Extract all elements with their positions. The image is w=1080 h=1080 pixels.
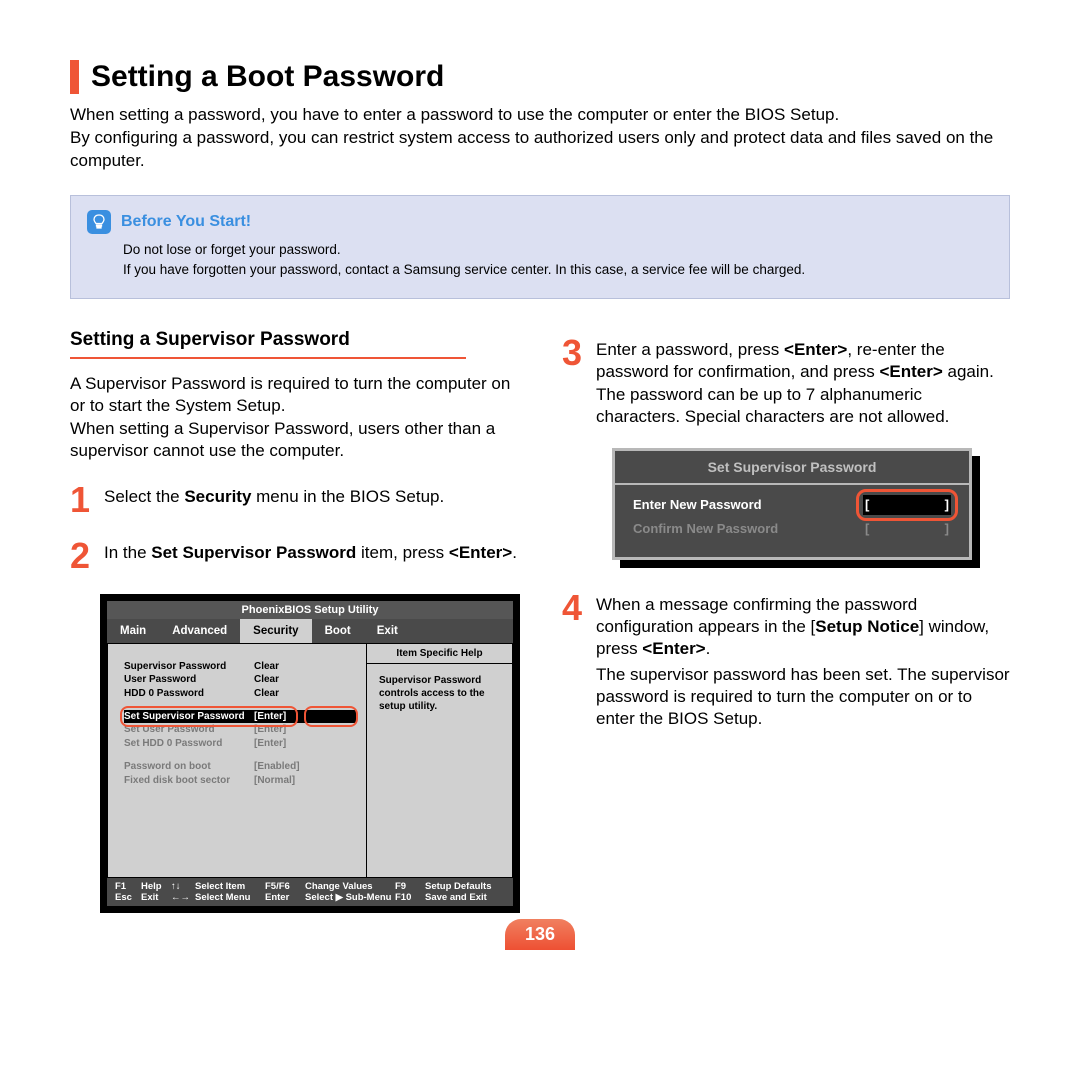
info-body: Do not lose or forget your password. If … (123, 240, 993, 281)
confirm-password-label: Confirm New Password (633, 521, 778, 536)
bios-help-title: Item Specific Help (367, 644, 512, 664)
bios-tab-exit: Exit (364, 619, 411, 643)
title-accent-bar (70, 60, 79, 94)
page-number-wrap: 136 (70, 919, 1010, 950)
highlight-ring-icon (856, 489, 958, 521)
info-box: Before You Start! Do not lose or forget … (70, 195, 1010, 300)
subheading: Setting a Supervisor Password (70, 329, 520, 351)
lightbulb-icon (87, 210, 111, 234)
step-number: 1 (70, 482, 94, 518)
confirm-password-field: [] (863, 519, 951, 539)
bios-screenshot: PhoenixBIOS Setup Utility Main Advanced … (100, 594, 520, 914)
highlight-ring-icon (120, 706, 298, 727)
info-line2: If you have forgotten your password, con… (123, 260, 993, 280)
intro-paragraph: When setting a password, you have to ent… (70, 104, 1010, 173)
step-3: 3 Enter a password, press <Enter>, re-en… (562, 335, 1010, 427)
step-4: 4 When a message confirming the password… (562, 590, 1010, 731)
bios-footer: F1Help↑↓Select ItemF5/F6Change ValuesF9S… (107, 878, 513, 906)
page-title: Setting a Boot Password (91, 60, 444, 94)
step-2: 2 In the Set Supervisor Password item, p… (70, 538, 520, 574)
step-number: 3 (562, 335, 586, 371)
left-column: Setting a Supervisor Password A Supervis… (70, 329, 520, 913)
page-title-row: Setting a Boot Password (70, 60, 1010, 94)
bios-tab-main: Main (107, 619, 159, 643)
bios-row: User PasswordClear (124, 673, 356, 687)
step-number: 2 (70, 538, 94, 574)
step-text: When a message confirming the password c… (596, 590, 1010, 731)
sub-paragraph: A Supervisor Password is required to tur… (70, 373, 520, 461)
step-number: 4 (562, 590, 586, 626)
bios-utility-title: PhoenixBIOS Setup Utility (107, 601, 513, 619)
subheading-rule (70, 357, 466, 359)
bios-row: Set HDD 0 Password[Enter] (124, 737, 356, 751)
bios-left-panel: Supervisor PasswordClear User PasswordCl… (107, 643, 367, 879)
password-dialog: Set Supervisor Password Enter New Passwo… (612, 448, 972, 560)
bios-row: HDD 0 PasswordClear (124, 687, 356, 701)
dialog-title: Set Supervisor Password (615, 451, 969, 485)
page-number: 136 (505, 919, 575, 950)
step-text: In the Set Supervisor Password item, pre… (104, 538, 517, 564)
bios-right-panel: Item Specific Help Supervisor Password c… (367, 643, 513, 879)
step-1: 1 Select the Security menu in the BIOS S… (70, 482, 520, 518)
bios-tabs: Main Advanced Security Boot Exit (107, 619, 513, 643)
highlight-ring-icon (304, 706, 358, 727)
step-text: Select the Security menu in the BIOS Set… (104, 482, 444, 508)
right-column: 3 Enter a password, press <Enter>, re-en… (562, 329, 1010, 913)
bios-row: Supervisor PasswordClear (124, 660, 356, 674)
bios-highlighted-row: Set Supervisor Password [Enter] (124, 710, 356, 723)
bios-row: Password on boot[Enabled] (124, 760, 356, 774)
bios-tab-advanced: Advanced (159, 619, 240, 643)
info-heading: Before You Start! (121, 213, 251, 231)
info-line1: Do not lose or forget your password. (123, 240, 993, 260)
bios-tab-boot: Boot (312, 619, 364, 643)
bios-row: Fixed disk boot sector[Normal] (124, 774, 356, 788)
step-text: Enter a password, press <Enter>, re-ente… (596, 335, 1010, 427)
enter-password-label: Enter New Password (633, 497, 762, 512)
bios-tab-security: Security (240, 619, 311, 643)
bios-help-body: Supervisor Password controls access to t… (367, 664, 512, 723)
